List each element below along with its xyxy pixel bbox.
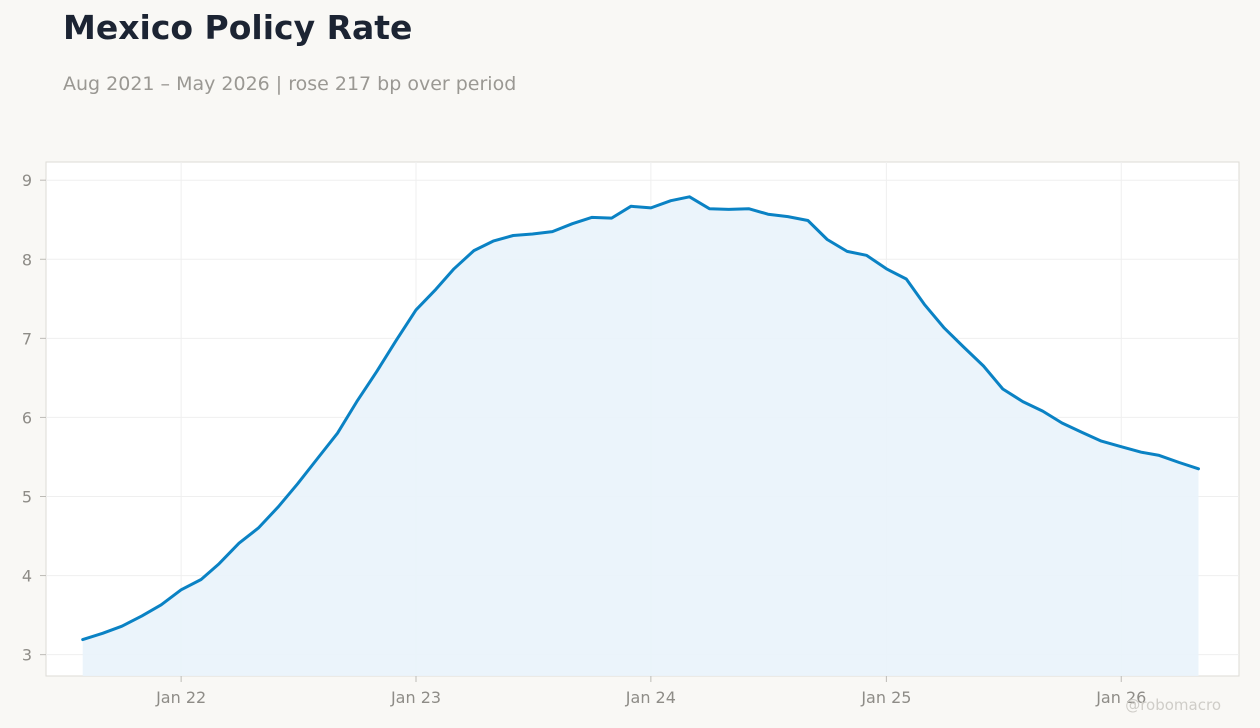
data-point (200, 578, 203, 581)
data-point (1081, 431, 1084, 434)
data-point (885, 267, 888, 270)
data-point (767, 213, 770, 216)
data-point (846, 250, 849, 253)
data-point (336, 432, 339, 435)
data-point (415, 308, 418, 311)
data-point (355, 400, 358, 403)
data-point (434, 288, 437, 291)
x-tick-label: Jan 22 (155, 688, 206, 707)
data-point (786, 215, 789, 218)
x-tick-label: Jan 26 (1095, 688, 1146, 707)
data-point (101, 632, 104, 635)
y-tick-label: 4 (22, 567, 32, 586)
y-tick-label: 5 (22, 487, 32, 506)
data-point (905, 278, 908, 281)
data-point (1140, 451, 1143, 454)
data-point (1158, 454, 1161, 457)
data-point (1001, 388, 1004, 391)
data-point (826, 238, 829, 241)
series-line (81, 195, 1200, 642)
data-point (81, 638, 84, 641)
data-point (180, 588, 183, 591)
data-point (1197, 467, 1200, 470)
y-tick-label: 8 (22, 250, 32, 269)
data-point (982, 365, 985, 368)
chart-marks (81, 195, 1200, 677)
data-point (140, 614, 143, 617)
y-tick-label: 6 (22, 408, 32, 427)
series-area (82, 196, 1199, 677)
data-point (160, 603, 163, 606)
data-point (492, 240, 495, 243)
data-point (1120, 445, 1123, 448)
data-point (395, 339, 398, 342)
data-point (962, 346, 965, 349)
data-point (296, 482, 299, 485)
data-point (453, 267, 456, 270)
data-point (531, 233, 534, 236)
data-point (1061, 422, 1064, 425)
data-point (708, 207, 711, 210)
data-point (943, 327, 946, 330)
watermark-text: @robomacro (1125, 696, 1221, 714)
data-point (649, 206, 652, 209)
data-point (923, 303, 926, 306)
data-point (688, 195, 691, 198)
data-point (610, 217, 613, 220)
data-point (669, 199, 672, 202)
data-point (727, 208, 730, 211)
data-point (590, 216, 593, 219)
data-point (1041, 410, 1044, 413)
data-point (375, 370, 378, 373)
data-point (629, 205, 632, 208)
y-tick-label: 3 (22, 646, 32, 665)
data-point (316, 457, 319, 460)
data-point (1178, 461, 1181, 464)
data-point (512, 234, 515, 237)
y-tick-label: 7 (22, 329, 32, 348)
data-point (257, 527, 260, 530)
data-point (277, 505, 280, 508)
axes: 3 4 5 6 7 8 9 Jan 22 Jan 23 Jan 24 Jan 25 Jan 26 (22, 171, 1146, 707)
x-tick-label: Jan 25 (860, 688, 911, 707)
x-tick-label: Jan 23 (390, 688, 441, 707)
data-point (120, 625, 123, 628)
x-tick-label: Jan 24 (625, 688, 676, 707)
data-point (218, 562, 221, 565)
data-point (865, 254, 868, 257)
chart-subtitle: Aug 2021 – May 2026 | rose 217 bp over p… (63, 73, 517, 95)
data-point (1100, 440, 1103, 443)
chart-title: Mexico Policy Rate (63, 8, 413, 47)
data-point (238, 542, 241, 545)
data-point (571, 222, 574, 225)
y-tick-label: 9 (22, 171, 32, 190)
data-point (472, 249, 475, 252)
data-point (1021, 400, 1024, 403)
data-point (747, 207, 750, 210)
data-point (806, 219, 809, 222)
data-point (551, 230, 554, 233)
